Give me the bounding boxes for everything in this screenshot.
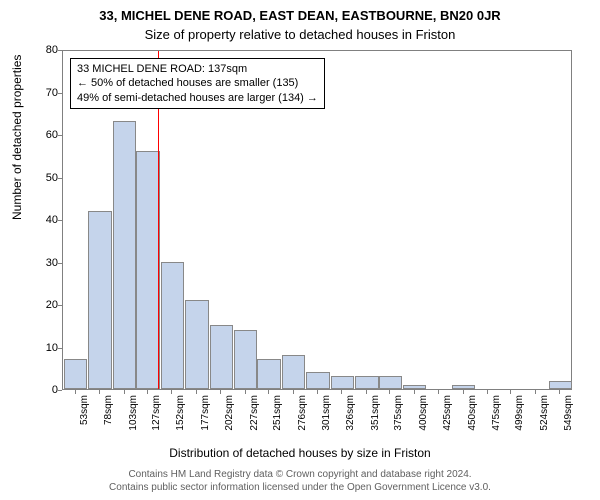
x-tick-label: 53sqm — [79, 395, 90, 425]
footer: Contains HM Land Registry data © Crown c… — [0, 468, 600, 494]
chart-title-sub: Size of property relative to detached ho… — [0, 23, 600, 42]
x-tick-mark — [99, 390, 100, 394]
y-tick-mark — [58, 305, 62, 306]
y-tick-label: 40 — [28, 214, 58, 226]
x-tick-label: 103sqm — [128, 395, 139, 431]
histogram-bar — [549, 381, 572, 390]
histogram-bar — [88, 211, 111, 390]
y-tick-label: 80 — [28, 44, 58, 56]
x-tick-label: 301sqm — [321, 395, 332, 431]
y-tick-mark — [58, 93, 62, 94]
x-tick-mark — [487, 390, 488, 394]
y-tick-label: 10 — [28, 342, 58, 354]
x-tick-mark — [341, 390, 342, 394]
x-tick-label: 499sqm — [514, 395, 525, 431]
histogram-bar — [210, 325, 233, 389]
y-tick-label: 60 — [28, 129, 58, 141]
y-tick-mark — [58, 220, 62, 221]
x-tick-mark — [268, 390, 269, 394]
histogram-bar — [234, 330, 257, 390]
x-tick-mark — [559, 390, 560, 394]
x-tick-label: 400sqm — [418, 395, 429, 431]
histogram-bar — [257, 359, 280, 389]
x-tick-label: 276sqm — [297, 395, 308, 431]
x-tick-mark — [293, 390, 294, 394]
y-tick-label: 20 — [28, 299, 58, 311]
histogram-bar — [64, 359, 87, 389]
x-axis-label: Distribution of detached houses by size … — [0, 446, 600, 460]
x-tick-label: 177sqm — [200, 395, 211, 431]
x-tick-mark — [124, 390, 125, 394]
x-tick-label: 78sqm — [103, 395, 114, 425]
annotation-line3: 49% of semi-detached houses are larger (… — [77, 91, 318, 105]
x-tick-label: 375sqm — [393, 395, 404, 431]
y-tick-mark — [58, 50, 62, 51]
annotation-line2: ← 50% of detached houses are smaller (13… — [77, 76, 318, 90]
annotation-line1: 33 MICHEL DENE ROAD: 137sqm — [77, 62, 318, 76]
footer-line1: Contains HM Land Registry data © Crown c… — [0, 468, 600, 481]
x-tick-label: 251sqm — [272, 395, 283, 431]
x-tick-label: 127sqm — [151, 395, 162, 431]
x-tick-label: 524sqm — [539, 395, 550, 431]
x-tick-label: 425sqm — [442, 395, 453, 431]
y-tick-mark — [58, 348, 62, 349]
chart-title-main: 33, MICHEL DENE ROAD, EAST DEAN, EASTBOU… — [0, 0, 600, 23]
y-tick-label: 50 — [28, 172, 58, 184]
x-tick-label: 227sqm — [249, 395, 260, 431]
histogram-bar — [185, 300, 208, 389]
y-tick-mark — [58, 178, 62, 179]
x-tick-mark — [463, 390, 464, 394]
annotation-box: 33 MICHEL DENE ROAD: 137sqm ← 50% of det… — [70, 58, 325, 109]
histogram-bar — [113, 121, 136, 389]
x-tick-label: 351sqm — [370, 395, 381, 431]
y-axis-label: Number of detached properties — [10, 55, 24, 220]
y-tick-mark — [58, 263, 62, 264]
x-tick-mark — [75, 390, 76, 394]
x-tick-mark — [147, 390, 148, 394]
y-tick-label: 70 — [28, 87, 58, 99]
histogram-bar — [452, 385, 475, 389]
x-tick-label: 549sqm — [563, 395, 574, 431]
x-tick-mark — [171, 390, 172, 394]
histogram-bar — [306, 372, 329, 389]
y-tick-label: 30 — [28, 257, 58, 269]
histogram-bar — [379, 376, 402, 389]
x-tick-mark — [414, 390, 415, 394]
x-tick-mark — [366, 390, 367, 394]
y-tick-mark — [58, 135, 62, 136]
x-tick-mark — [196, 390, 197, 394]
footer-line2: Contains public sector information licen… — [0, 481, 600, 494]
x-tick-label: 450sqm — [467, 395, 478, 431]
x-tick-mark — [317, 390, 318, 394]
x-tick-label: 475sqm — [491, 395, 502, 431]
histogram-bar — [403, 385, 426, 389]
histogram-bar — [282, 355, 305, 389]
histogram-bar — [136, 151, 159, 389]
histogram-bar — [331, 376, 354, 389]
x-tick-mark — [510, 390, 511, 394]
x-tick-mark — [438, 390, 439, 394]
x-tick-mark — [535, 390, 536, 394]
histogram-bar — [355, 376, 378, 389]
x-tick-mark — [220, 390, 221, 394]
x-tick-label: 152sqm — [175, 395, 186, 431]
x-tick-mark — [245, 390, 246, 394]
histogram-bar — [161, 262, 184, 390]
y-tick-mark — [58, 390, 62, 391]
y-tick-label: 0 — [28, 384, 58, 396]
x-tick-label: 202sqm — [224, 395, 235, 431]
x-tick-label: 326sqm — [345, 395, 356, 431]
x-tick-mark — [389, 390, 390, 394]
